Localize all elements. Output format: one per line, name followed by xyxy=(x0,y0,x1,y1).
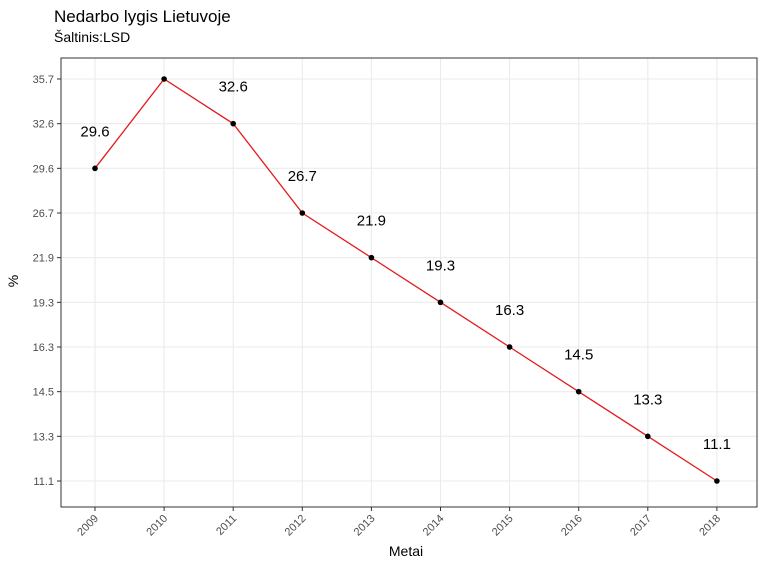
data-label: 21.9 xyxy=(357,213,386,230)
y-tick-label: 32.6 xyxy=(33,119,54,131)
x-tick-label: 2010 xyxy=(144,513,170,539)
chart-subtitle: Šaltinis:LSD xyxy=(54,29,130,45)
data-label: 14.5 xyxy=(564,347,593,364)
panel-border xyxy=(60,57,758,508)
grid xyxy=(61,58,757,507)
y-axis: 35.7 32.6 29.6 26.7 21.9 19.3 16.3 14.5 13.3 11.1 xyxy=(33,74,61,488)
y-tick-label: 21.9 xyxy=(33,253,54,265)
y-tick-label: 26.7 xyxy=(33,208,54,220)
data-label: 13.3 xyxy=(633,391,662,408)
y-tick-label: 16.3 xyxy=(33,342,54,354)
x-axis-title: Metai xyxy=(389,543,423,559)
x-tick-label: 2014 xyxy=(421,513,447,539)
x-tick-label: 2011 xyxy=(214,513,239,538)
data-point xyxy=(161,76,167,82)
y-tick-label: 35.7 xyxy=(33,74,54,86)
y-tick-label: 11.1 xyxy=(33,476,54,488)
x-tick-label: 2017 xyxy=(628,513,654,539)
x-axis: 2009 2010 2011 2012 2013 2014 2015 2016 2017 2018 xyxy=(75,507,723,538)
data-label: 26.7 xyxy=(288,168,317,185)
y-axis-title: % xyxy=(5,275,21,287)
data-point xyxy=(506,344,513,350)
data-point xyxy=(92,165,98,172)
series-line xyxy=(94,78,718,482)
y-tick-label: 29.6 xyxy=(33,163,54,175)
y-tick-label: 13.3 xyxy=(33,431,54,443)
series: 29.6 32.6 26.7 21.9 19.3 16.3 14.5 13.3 11.1 xyxy=(80,76,731,484)
data-label: 16.3 xyxy=(495,302,524,319)
data-point xyxy=(299,210,306,216)
data-point xyxy=(368,254,375,261)
y-tick-label: 19.3 xyxy=(33,297,54,309)
x-tick-label: 2015 xyxy=(490,513,516,539)
data-point xyxy=(714,478,720,484)
y-tick-label: 14.5 xyxy=(33,387,54,399)
data-label: 32.6 xyxy=(219,79,248,96)
x-tick-label: 2013 xyxy=(352,513,378,539)
x-tick-label: 2012 xyxy=(283,513,309,539)
data-point xyxy=(575,388,582,395)
x-tick-label: 2009 xyxy=(75,513,101,539)
data-point xyxy=(645,433,651,440)
x-tick-label: 2016 xyxy=(559,513,585,539)
chart-title: Nedarbo lygis Lietuvoje xyxy=(54,7,231,26)
data-label: 11.1 xyxy=(703,436,731,453)
data-point xyxy=(230,120,236,127)
x-tick-label: 2018 xyxy=(697,513,723,539)
data-label: 29.6 xyxy=(80,123,109,140)
data-label: 19.3 xyxy=(426,257,455,274)
data-point xyxy=(437,299,444,306)
